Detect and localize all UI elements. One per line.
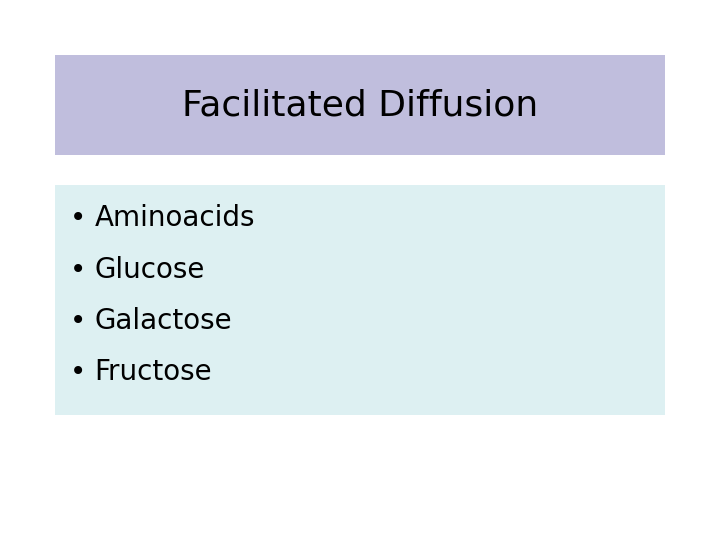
Text: •: •: [71, 255, 86, 284]
Text: Glucose: Glucose: [94, 255, 204, 284]
Text: •: •: [71, 307, 86, 335]
Text: Aminoacids: Aminoacids: [94, 205, 255, 232]
Text: Fructose: Fructose: [94, 358, 212, 386]
Text: •: •: [71, 205, 86, 232]
Text: Facilitated Diffusion: Facilitated Diffusion: [181, 88, 538, 122]
FancyBboxPatch shape: [55, 55, 665, 155]
Text: Galactose: Galactose: [94, 307, 232, 335]
FancyBboxPatch shape: [55, 185, 665, 415]
Text: •: •: [71, 358, 86, 386]
